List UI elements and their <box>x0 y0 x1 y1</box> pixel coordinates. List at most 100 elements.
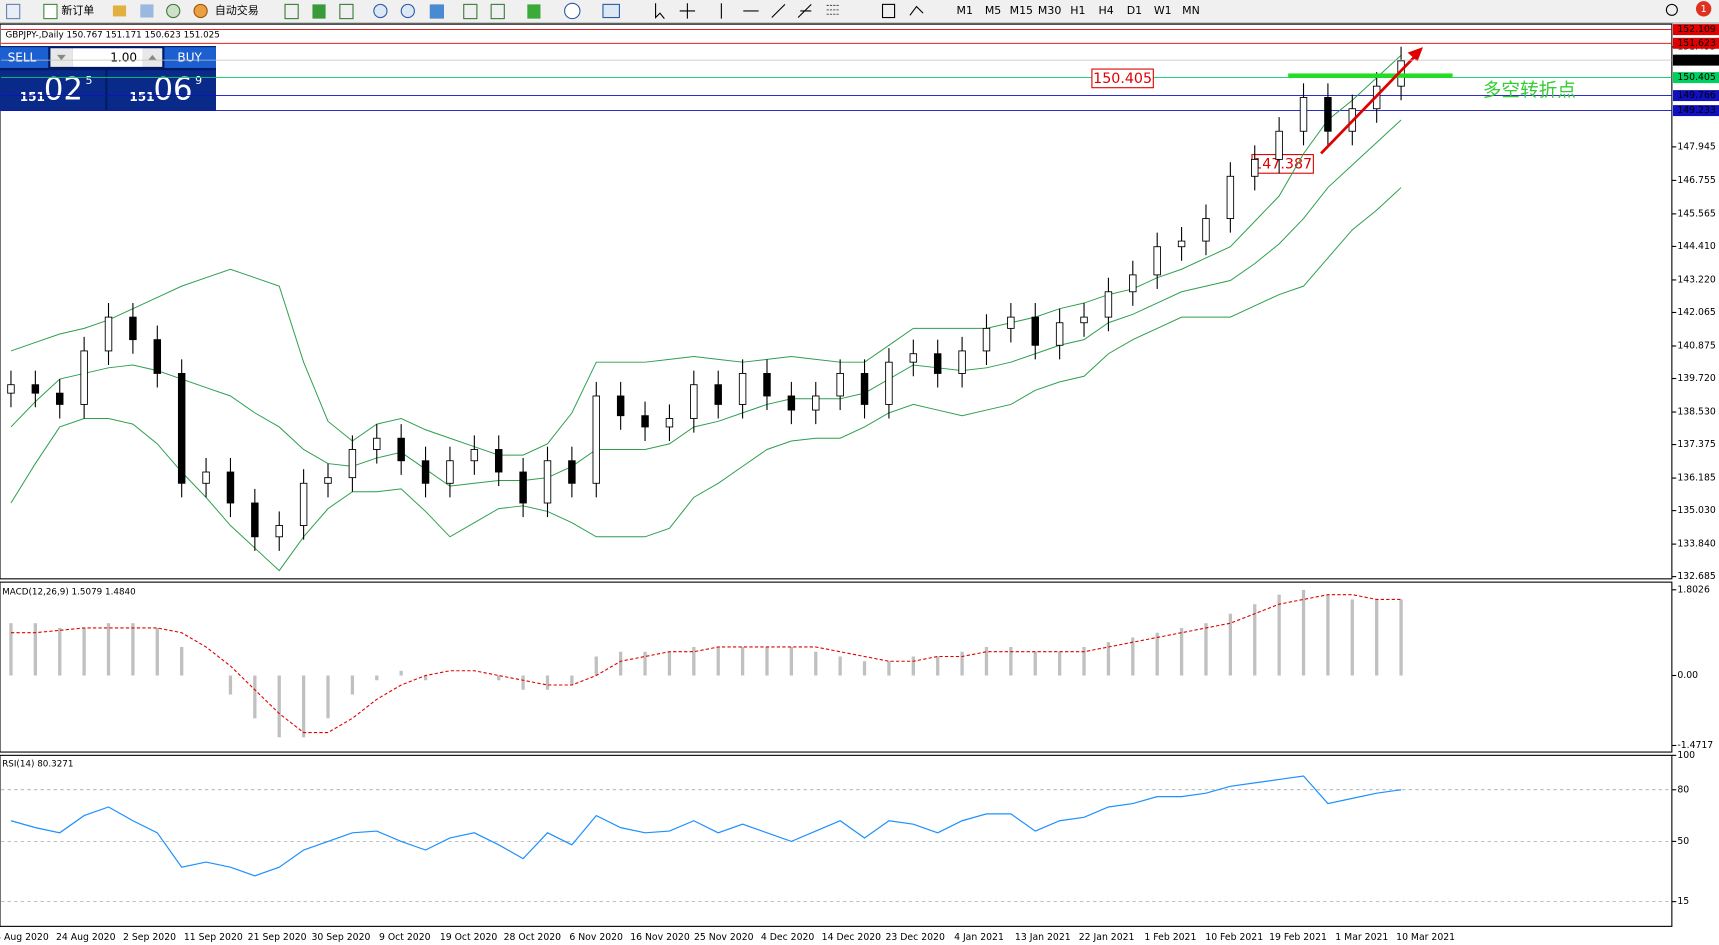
candle-body <box>494 449 503 473</box>
candle-body <box>129 316 137 341</box>
icon[interactable] <box>43 3 58 20</box>
candle-body <box>714 384 722 405</box>
icon[interactable] <box>463 3 478 20</box>
icon[interactable] <box>284 3 299 20</box>
candle-body <box>519 471 527 504</box>
sell-price-box[interactable] <box>0 70 106 111</box>
buy-button[interactable] <box>164 47 216 68</box>
candle-body <box>1129 274 1137 293</box>
annotation-price: 147.387 <box>1253 156 1312 172</box>
timeframe-button[interactable]: MN <box>1182 4 1200 17</box>
buy-price-box[interactable] <box>107 70 216 111</box>
macd-bar <box>82 627 86 676</box>
icon[interactable] <box>339 3 354 20</box>
y-tick-label: 50 <box>1677 836 1689 847</box>
timeframe-button[interactable]: M15 <box>1010 4 1033 17</box>
macd-bar <box>1350 599 1354 676</box>
timeframe-button[interactable]: D1 <box>1127 4 1142 17</box>
macd-bar <box>277 675 281 738</box>
candle-body <box>1324 97 1332 132</box>
macd-bar <box>350 675 355 695</box>
y-tick-label: 143.220 <box>1677 274 1716 285</box>
macd-bar <box>33 623 37 676</box>
x-tick-label: 1 Mar 2021 <box>1335 932 1388 943</box>
macd-bar <box>814 651 818 676</box>
price-panel <box>0 23 1673 580</box>
annotation-price: 150.405 <box>1093 71 1152 87</box>
icon[interactable] <box>826 4 840 15</box>
icon[interactable] <box>429 4 445 19</box>
y-tick-label: 144.410 <box>1677 241 1716 252</box>
search-icon[interactable] <box>1665 3 1678 16</box>
rsi-panel <box>0 754 1673 927</box>
macd-bar <box>643 651 647 676</box>
macd-bar <box>765 646 769 676</box>
macd-bar <box>521 675 525 690</box>
macd-bar <box>1082 646 1086 676</box>
candle-body <box>982 327 991 352</box>
rsi-line <box>10 775 1402 877</box>
candle-body <box>1080 316 1088 324</box>
timeframe-button[interactable]: M30 <box>1038 4 1061 17</box>
candle-body <box>860 373 869 405</box>
auto-trading-button[interactable]: 自动交易 <box>215 3 259 17</box>
icon[interactable] <box>655 3 665 19</box>
badge-count: 1 <box>1701 4 1707 15</box>
icon[interactable] <box>373 3 388 19</box>
icon[interactable] <box>909 5 924 16</box>
x-tick-label: 6 Nov 2020 <box>569 932 623 943</box>
annotation-text: 多空转折点 <box>1483 80 1576 101</box>
y-tick-label: 0.00 <box>1677 670 1698 681</box>
macd-bar <box>692 646 696 676</box>
icon[interactable] <box>771 3 786 18</box>
icon[interactable] <box>6 3 21 20</box>
icon[interactable] <box>193 3 208 19</box>
sell-button[interactable] <box>0 47 49 68</box>
level-price-label: 149.233 <box>1677 105 1716 116</box>
rsi-label: RSI(14) 80.3271 <box>2 760 73 770</box>
timeframe-button[interactable]: W1 <box>1154 4 1172 17</box>
macd-bar <box>1009 646 1013 676</box>
icon[interactable] <box>312 4 326 19</box>
candle-body <box>31 384 40 394</box>
timeframe-button[interactable]: H4 <box>1099 4 1114 17</box>
icon[interactable] <box>140 4 154 18</box>
macd-bar <box>326 675 330 719</box>
x-tick-label: 4 Jan 2021 <box>954 932 1004 943</box>
y-tick-label: 147.945 <box>1677 141 1716 152</box>
macd-bar <box>375 675 379 681</box>
icon[interactable] <box>527 4 541 19</box>
icon[interactable] <box>881 3 896 19</box>
candle-body <box>1153 246 1161 276</box>
notification-badge[interactable] <box>1695 1 1712 17</box>
icon[interactable] <box>490 3 505 20</box>
timeframe-button[interactable]: M5 <box>985 4 1001 17</box>
icon[interactable] <box>166 3 181 19</box>
macd-bar <box>1106 642 1111 676</box>
icon[interactable] <box>797 3 812 18</box>
candle-body <box>1275 130 1283 160</box>
macd-bar <box>1204 623 1208 676</box>
trend-arrow <box>1320 52 1419 155</box>
macd-bar <box>789 646 794 676</box>
new-order-button[interactable]: 新订单 <box>61 3 94 17</box>
icon[interactable] <box>564 2 581 20</box>
macd-bar <box>131 623 135 676</box>
icon[interactable] <box>602 3 620 19</box>
icon[interactable] <box>112 5 127 17</box>
icon[interactable] <box>679 3 696 19</box>
candle-body <box>1226 175 1235 219</box>
candle-body <box>397 437 405 462</box>
toolbar-icons <box>6 1 1712 20</box>
timeframe-button[interactable]: M1 <box>957 4 973 17</box>
icon[interactable] <box>400 3 415 19</box>
timeframe-button[interactable]: H1 <box>1070 4 1085 17</box>
macd-panel <box>0 581 1673 753</box>
y-tick-label: 100 <box>1677 750 1695 761</box>
lot-input[interactable] <box>72 48 143 67</box>
candle-body <box>470 449 479 462</box>
macd-bar <box>1155 632 1159 676</box>
x-tick-label: 14 Dec 2020 <box>822 932 881 943</box>
y-tick-label: 1.8026 <box>1677 584 1710 595</box>
candle-body <box>104 316 113 352</box>
